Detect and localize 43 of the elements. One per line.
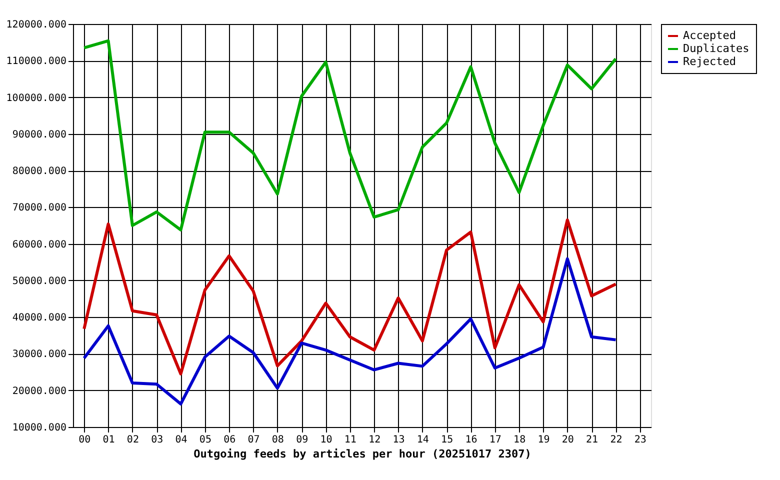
x-tick-label: 23 [634,434,646,446]
legend-label: Rejected [683,55,736,68]
y-tick-label: 10000.000 [12,422,66,434]
x-tick-label: 12 [368,434,381,446]
y-tick-label: 120000.000 [6,20,66,30]
x-tick-label: 04 [175,434,188,446]
y-tick-label: 110000.000 [6,56,66,68]
x-tick-label: 00 [78,434,91,446]
x-tick-label: 08 [272,434,284,446]
x-tick-label: 22 [610,434,622,446]
x-tick-label: 13 [392,434,405,446]
x-tick-label: 10 [320,434,332,446]
x-tick-label: 17 [489,434,502,446]
x-tick-label: 16 [465,434,478,446]
line-series [82,218,618,376]
y-tick-label: 20000.000 [12,386,66,397]
line-series [82,39,618,232]
x-tick-label: 15 [441,434,454,446]
y-tick-label: 60000.000 [12,239,66,250]
y-tick-label: 100000.000 [6,92,66,104]
x-tick-label: 02 [126,434,139,446]
x-tick-label: 21 [586,434,598,446]
x-axis-title: Outgoing feeds by articles per hour (20251017 2307) [194,448,532,460]
y-tick-label: 70000.000 [12,202,66,214]
legend-label: Accepted [683,29,736,42]
x-tick-label: 06 [224,434,236,446]
legend-label: Duplicates [683,42,750,55]
x-tick-label: 20 [562,434,574,446]
line-series [82,257,618,406]
x-tick-label: 01 [102,434,115,446]
x-tick-label: 05 [199,434,212,446]
y-tick-label: 50000.000 [12,276,66,287]
x-tick-label: 03 [151,434,164,446]
y-tick-label: 90000.000 [12,129,66,140]
x-tick-label: 07 [248,434,260,446]
x-tick-label: 11 [344,434,356,446]
y-tick-label: 80000.000 [12,166,66,178]
x-tick-label: 14 [416,434,429,446]
y-tick-label: 40000.000 [12,312,66,324]
y-tick-label: 30000.000 [12,349,66,360]
x-tick-label: 19 [538,434,550,446]
x-tick-label: 09 [296,434,308,446]
x-tick-label: 18 [514,434,526,446]
